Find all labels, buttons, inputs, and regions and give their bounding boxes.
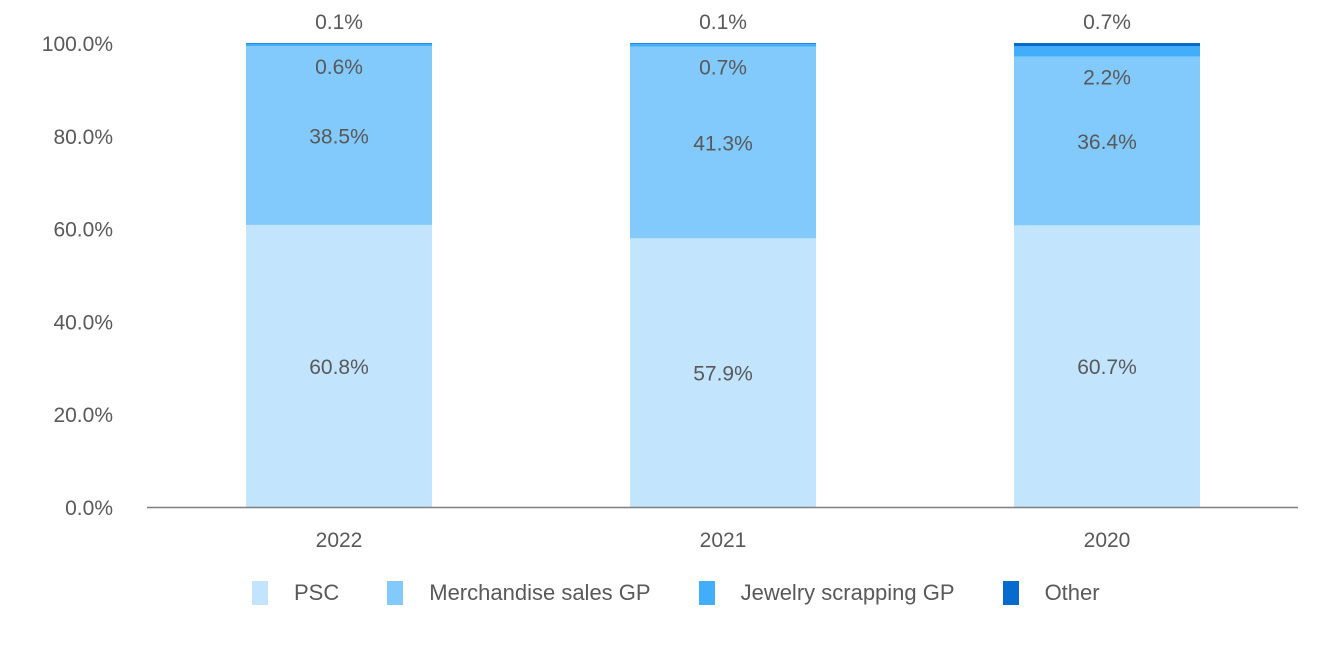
data-label: 0.1% <box>699 11 747 34</box>
legend-swatch <box>387 581 404 605</box>
bar-segment-merchandise-sales-gp <box>246 46 432 225</box>
data-label: 0.7% <box>1083 11 1131 34</box>
bar-segment-psc <box>246 224 432 507</box>
legend-label: Other <box>1044 580 1100 605</box>
bar-segment-other <box>630 43 816 44</box>
legend-label: PSC <box>294 580 340 605</box>
bar-segment-psc <box>1014 225 1200 508</box>
bar-segment-merchandise-sales-gp <box>630 46 816 239</box>
bar-segment-other <box>1014 43 1200 47</box>
data-label: 0.1% <box>315 11 363 34</box>
legend-item: Merchandise sales GP <box>387 580 651 606</box>
bar-segment-jewelry-scrapping-gp <box>246 43 432 47</box>
bar-segment-other <box>246 43 432 44</box>
data-label: 60.8% <box>309 356 369 379</box>
bar-segment-jewelry-scrapping-gp <box>1014 46 1200 57</box>
bar-segment-merchandise-sales-gp <box>1014 56 1200 226</box>
data-label: 0.6% <box>315 56 363 79</box>
bar-segment-psc <box>630 238 816 507</box>
data-label: 60.7% <box>1077 356 1137 379</box>
stacked-bar-chart: 0.0% 20.0% 40.0% 60.0% 80.0% 100.0% 60.8% 38.5%… <box>42 11 1298 552</box>
data-label: 36.4% <box>1077 131 1137 154</box>
y-tick-label: 40.0% <box>53 311 113 334</box>
data-label: 2.2% <box>1083 66 1131 89</box>
x-tick-label: 2020 <box>1084 529 1131 552</box>
legend-swatch <box>252 581 268 605</box>
data-label: 41.3% <box>693 133 753 156</box>
legend-item: Jewelry scrapping GP <box>698 580 955 606</box>
data-label: 38.5% <box>309 126 369 149</box>
x-tick-label: 2021 <box>700 529 747 552</box>
x-tick-label: 2022 <box>316 529 363 552</box>
data-label: 0.7% <box>699 57 747 80</box>
y-tick-label: 80.0% <box>53 126 113 149</box>
legend: PSC Merchandise sales GP Jewelry scrapping… <box>252 580 1148 606</box>
y-tick-label: 0.0% <box>65 497 113 520</box>
data-label: 57.9% <box>693 363 753 386</box>
legend-swatch <box>1002 581 1019 605</box>
legend-item: PSC <box>252 580 339 606</box>
y-tick-label: 20.0% <box>53 404 113 427</box>
legend-label: Merchandise sales GP <box>429 580 651 605</box>
legend-item: Other <box>1002 580 1100 606</box>
bar-segment-jewelry-scrapping-gp <box>630 43 816 47</box>
y-tick-label: 60.0% <box>53 219 113 242</box>
legend-swatch <box>698 581 715 605</box>
legend-label: Jewelry scrapping GP <box>740 580 955 605</box>
y-tick-label: 100.0% <box>42 33 113 56</box>
